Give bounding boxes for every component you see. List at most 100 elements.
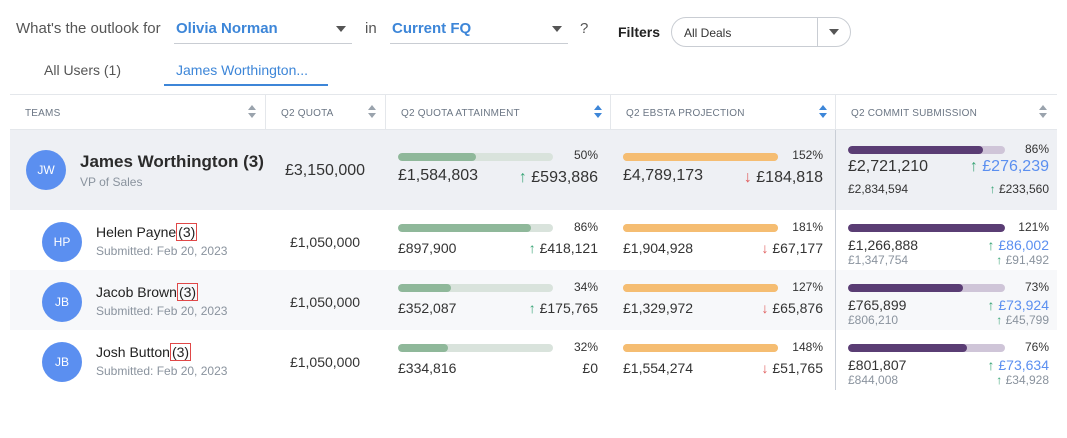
period-select-value: Current FQ xyxy=(392,20,472,37)
table-row[interactable]: HP Helen Payne (3) Submitted: Feb 20, 202… xyxy=(10,210,1057,270)
column-header-projection[interactable]: Q2 EBSTA PROJECTION xyxy=(611,95,835,131)
avatar: JB xyxy=(42,342,82,382)
attainment-value: £897,900 xyxy=(398,240,457,256)
attainment-delta: ↑ £418,121 xyxy=(488,240,598,256)
attainment-bar-fill xyxy=(398,344,448,352)
lead-name-text: James Worthington xyxy=(80,152,239,171)
arrow-up-icon: ↑ xyxy=(987,357,995,373)
attainment-delta: ↑ £175,765 xyxy=(488,300,598,316)
commit-delta: ↑ £276,239 xyxy=(939,158,1049,176)
projection-value: £1,554,274 xyxy=(623,360,694,376)
column-header-commit[interactable]: Q2 COMMIT SUBMISSION xyxy=(836,95,1057,131)
attainment-bar-fill xyxy=(398,224,532,232)
table-row[interactable]: JB Jacob Brown (3) Submitted: Feb 20, 202… xyxy=(10,270,1057,330)
projection-bar xyxy=(623,224,778,232)
column-header-label: TEAMS xyxy=(25,108,61,119)
arrow-up-icon: ↑ xyxy=(528,300,536,316)
sort-icon xyxy=(594,105,602,119)
tab-all-users[interactable]: All Users (1) xyxy=(44,62,122,78)
column-header-label: Q2 EBSTA PROJECTION xyxy=(626,108,745,119)
projection-delta-value: £51,765 xyxy=(772,360,823,376)
projection-delta: ↓ £65,876 xyxy=(713,300,824,316)
avatar: HP xyxy=(42,222,82,262)
attainment-bar xyxy=(398,344,553,352)
commit-delta-value[interactable]: £276,239 xyxy=(982,158,1049,175)
rep-name-text: Josh Button xyxy=(96,344,170,360)
arrow-up-icon: ↑ xyxy=(969,158,978,175)
attainment-delta: ↑ £593,886 xyxy=(488,169,598,187)
projection-pct: 127% xyxy=(792,280,823,294)
sort-icon xyxy=(819,105,827,119)
attainment-bar-fill xyxy=(398,284,451,292)
commit-delta-value[interactable]: £73,924 xyxy=(998,297,1049,313)
arrow-up-icon: ↑ xyxy=(528,240,536,256)
projection-bar-fill xyxy=(623,224,778,232)
attainment-pct: 86% xyxy=(573,220,598,234)
deal-count[interactable]: (3) xyxy=(243,152,264,171)
column-header-quota[interactable]: Q2 QUOTA xyxy=(266,95,385,131)
person-select[interactable]: Olivia Norman xyxy=(174,14,352,44)
table-row-lead[interactable]: JW James Worthington (3) VP of Sales £3,… xyxy=(10,130,1057,210)
commit-column-divider xyxy=(835,330,836,390)
column-header-attainment[interactable]: Q2 QUOTA ATTAINMENT xyxy=(386,95,610,131)
deals-filter-value: All Deals xyxy=(684,26,732,40)
rep-name: Josh Button (3) xyxy=(96,343,192,361)
avatar: JW xyxy=(26,150,66,190)
attainment-delta-value: £175,765 xyxy=(539,300,598,316)
arrow-up-icon: ↑ xyxy=(989,182,996,196)
projection-delta-value: £65,876 xyxy=(772,300,823,316)
projection-value: £1,904,928 xyxy=(623,240,694,256)
commit-bar xyxy=(848,146,1005,154)
arrow-up-icon: ↑ xyxy=(518,169,527,186)
submitted-date: Submitted: Feb 20, 2023 xyxy=(96,304,228,318)
period-select[interactable]: Current FQ xyxy=(390,14,568,44)
filters-label: Filters xyxy=(618,24,661,40)
commit-prev-delta-value: £45,799 xyxy=(1005,313,1049,327)
commit-prev-delta: ↑ £34,928 xyxy=(939,373,1049,387)
rep-quota: £1,050,000 xyxy=(289,234,361,250)
attainment-delta: ↑ £0 xyxy=(488,360,598,376)
forecast-table: TEAMS Q2 QUOTA Q2 QUOTA ATTAINMENT Q2 EB… xyxy=(10,94,1057,390)
lead-quota: £3,150,000 xyxy=(284,162,366,179)
attainment-bar xyxy=(398,224,553,232)
commit-delta-value[interactable]: £73,634 xyxy=(998,357,1049,373)
attainment-bar xyxy=(398,284,553,292)
commit-prev-delta: ↑ £45,799 xyxy=(939,313,1049,327)
submitted-date: Submitted: Feb 20, 2023 xyxy=(96,244,228,258)
deal-count[interactable]: (3) xyxy=(176,283,199,301)
column-divider xyxy=(835,95,836,131)
rep-quota: £1,050,000 xyxy=(289,294,361,310)
projection-delta: ↓ £51,765 xyxy=(713,360,824,376)
commit-pct: 86% xyxy=(1024,142,1049,156)
select-divider xyxy=(817,18,818,46)
outlook-question-label: What's the outlook for xyxy=(16,20,161,37)
attainment-pct: 34% xyxy=(573,280,598,294)
arrow-up-icon: ↑ xyxy=(987,237,995,253)
attainment-delta-value: £0 xyxy=(582,360,598,376)
table-header: TEAMS Q2 QUOTA Q2 QUOTA ATTAINMENT Q2 EB… xyxy=(10,94,1057,131)
commit-prev-delta-value: £91,492 xyxy=(1005,253,1049,267)
attainment-delta-value: £593,886 xyxy=(531,169,598,186)
column-header-teams[interactable]: TEAMS xyxy=(10,95,265,131)
attainment-pct: 32% xyxy=(573,340,598,354)
attainment-bar xyxy=(398,153,553,161)
projection-delta-value: £67,177 xyxy=(772,240,823,256)
commit-bar xyxy=(848,224,1005,232)
projection-value: £4,789,173 xyxy=(623,167,704,184)
tab-james-worthington[interactable]: James Worthington... xyxy=(164,62,328,86)
deals-filter-select[interactable]: All Deals xyxy=(671,17,851,47)
projection-pct: 152% xyxy=(792,148,823,162)
column-divider xyxy=(610,95,611,131)
commit-prev-value: £844,008 xyxy=(848,373,899,387)
rep-name-text: Jacob Brown xyxy=(96,284,177,300)
column-header-label: Q2 QUOTA ATTAINMENT xyxy=(401,108,520,119)
arrow-up-icon: ↑ xyxy=(996,313,1003,327)
deal-count[interactable]: (3) xyxy=(176,223,198,241)
commit-value: £1,266,888 xyxy=(848,237,919,253)
column-header-label: Q2 COMMIT SUBMISSION xyxy=(851,108,978,119)
deal-count[interactable]: (3) xyxy=(169,343,192,361)
table-row[interactable]: JB Josh Button (3) Submitted: Feb 20, 202… xyxy=(10,330,1057,390)
commit-delta-value[interactable]: £86,002 xyxy=(998,237,1049,253)
in-label: in xyxy=(365,20,377,37)
commit-bar xyxy=(848,284,1005,292)
